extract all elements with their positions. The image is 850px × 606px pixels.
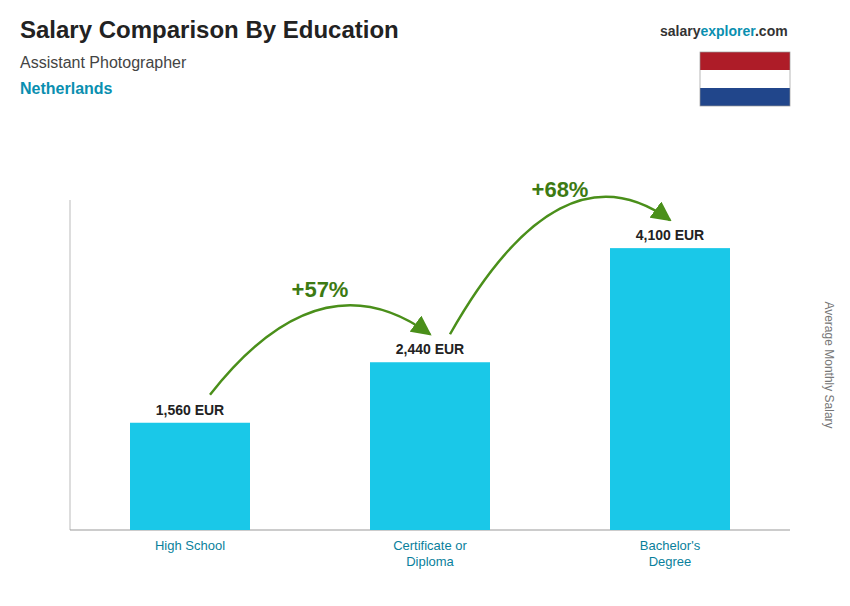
data-label: 1,560 EUR (156, 402, 224, 418)
bar (610, 248, 730, 530)
data-label: 2,440 EUR (396, 341, 464, 357)
flag-border (700, 52, 790, 106)
bar (370, 362, 490, 530)
x-tick-label: High School (155, 538, 225, 553)
x-tick-label: Certificate orDiploma (393, 538, 467, 569)
growth-arrow (450, 197, 670, 334)
flag-stripe (700, 88, 790, 106)
data-label: 4,100 EUR (636, 227, 704, 243)
y-axis-line (70, 200, 71, 530)
source-part: salary (660, 23, 701, 39)
x-tick-label-line: Bachelor's (640, 538, 701, 553)
bars (130, 248, 730, 530)
x-tick-label-line: Certificate or (393, 538, 467, 553)
growth-label: +68% (532, 177, 589, 202)
x-tick-label-line: Diploma (406, 554, 454, 569)
country: Netherlands (20, 80, 113, 97)
title: Salary Comparison By Education (20, 16, 399, 43)
source: salaryexplorer.com (660, 23, 788, 39)
source-part: .com (755, 23, 788, 39)
growth-arrow (210, 305, 430, 395)
x-tick-label-line: Degree (649, 554, 692, 569)
y-axis-label: Average Monthly Salary (822, 301, 836, 428)
chart-container: Salary Comparison By Education Assistant … (0, 0, 850, 606)
chart-svg: Salary Comparison By Education Assistant … (0, 0, 850, 606)
flag-stripe (700, 70, 790, 88)
subtitle: Assistant Photographer (20, 54, 187, 71)
bar (130, 423, 250, 530)
flag-stripe (700, 52, 790, 70)
source-part: explorer (700, 23, 756, 39)
x-tick-label: Bachelor'sDegree (640, 538, 701, 569)
x-tick-label-line: High School (155, 538, 225, 553)
growth-label: +57% (292, 277, 349, 302)
